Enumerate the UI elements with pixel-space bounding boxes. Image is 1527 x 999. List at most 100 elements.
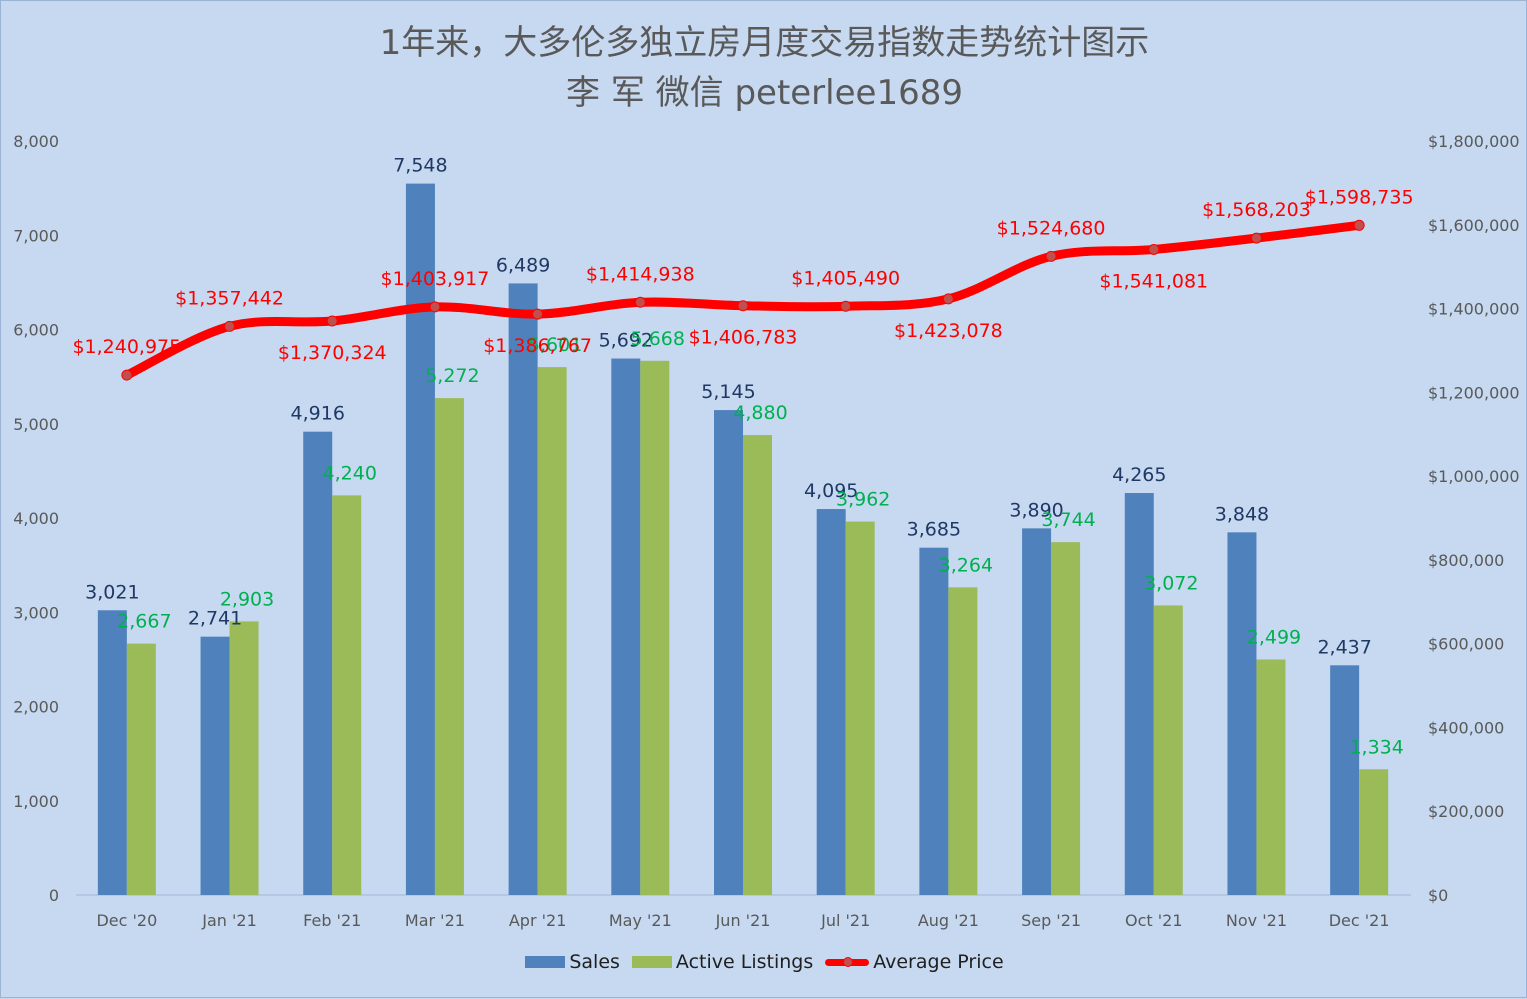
data-label-active-listings: 2,499 bbox=[1247, 626, 1301, 648]
x-tick-label: Dec '20 bbox=[96, 911, 157, 930]
x-tick-label: Oct '21 bbox=[1125, 911, 1183, 930]
data-label-sales: 3,890 bbox=[1009, 499, 1063, 521]
y-right-tick-label: $1,000,000 bbox=[1428, 467, 1520, 486]
bar-active-listings bbox=[434, 398, 464, 895]
bar-active-listings bbox=[948, 587, 978, 895]
y-right-tick-label: $1,400,000 bbox=[1428, 300, 1520, 319]
data-label-sales: 4,265 bbox=[1112, 464, 1166, 486]
y-left-tick-label: 5,000 bbox=[13, 415, 59, 434]
bar-active-listings bbox=[640, 360, 670, 895]
right-axis: $0 $200,000 $400,000 $600,000 $800,000 $1,000… bbox=[1428, 132, 1520, 905]
bar-active-listings bbox=[229, 621, 259, 895]
x-tick-label: Apr '21 bbox=[509, 911, 567, 930]
y-right-tick-label: $1,600,000 bbox=[1428, 216, 1520, 235]
data-label-active-listings: 5,601 bbox=[528, 334, 582, 356]
data-label-average-price: $1,403,917 bbox=[381, 268, 490, 290]
x-tick-label: Feb '21 bbox=[303, 911, 361, 930]
bar-sales bbox=[714, 410, 743, 895]
bar-active-listings bbox=[743, 435, 772, 895]
bar-sales bbox=[816, 509, 846, 895]
data-label-sales: 3,848 bbox=[1215, 503, 1269, 525]
x-tick-label: Aug '21 bbox=[918, 911, 979, 930]
bars bbox=[97, 183, 1389, 896]
bar-sales bbox=[611, 358, 641, 895]
bar-active-listings bbox=[1153, 605, 1183, 895]
point-average-price bbox=[1045, 250, 1057, 262]
legend-label-active-listings: Active Listings bbox=[675, 951, 814, 973]
legend-swatch-active-listings bbox=[631, 956, 672, 968]
y-left-tick-label: 7,000 bbox=[13, 226, 59, 245]
point-average-price bbox=[840, 300, 852, 312]
bar-sales bbox=[97, 610, 127, 895]
data-label-active-listings: 4,240 bbox=[323, 462, 377, 484]
x-tick-label: May '21 bbox=[609, 911, 672, 930]
point-average-price bbox=[429, 301, 441, 313]
data-label-average-price: $1,240,975 bbox=[72, 336, 181, 358]
data-label-average-price: $1,370,324 bbox=[278, 342, 387, 364]
x-tick-label: Jun '21 bbox=[715, 911, 771, 930]
data-label-sales: 5,692 bbox=[599, 330, 653, 352]
data-label-sales: 2,437 bbox=[1317, 636, 1371, 658]
data-label-active-listings: 5,272 bbox=[425, 365, 479, 387]
bar-sales bbox=[508, 283, 538, 895]
data-label-sales: 2,741 bbox=[188, 608, 242, 630]
y-right-tick-label: $200,000 bbox=[1428, 802, 1504, 821]
point-average-price bbox=[1148, 243, 1160, 255]
data-label-sales: 3,685 bbox=[907, 519, 961, 541]
left-axis: 0 1,000 2,000 3,000 4,000 5,000 6,000 7,000 8,00… bbox=[13, 132, 59, 905]
y-left-tick-label: 4,000 bbox=[13, 509, 59, 528]
bar-active-listings bbox=[845, 521, 875, 895]
data-label-average-price: $1,524,680 bbox=[997, 217, 1106, 239]
data-label-sales: 3,021 bbox=[85, 581, 139, 603]
legend-item-sales: Sales bbox=[525, 951, 620, 973]
legend-swatch-sales bbox=[525, 956, 566, 968]
data-label-sales: 5,145 bbox=[701, 381, 755, 403]
legend: Sales Active Listings Average Price bbox=[1, 951, 1527, 973]
legend-item-active-listings: Active Listings bbox=[631, 951, 814, 973]
bar-sales bbox=[1124, 493, 1154, 895]
data-label-average-price: $1,414,938 bbox=[586, 263, 695, 285]
data-label-active-listings: 2,667 bbox=[117, 611, 171, 633]
bar-sales bbox=[405, 183, 435, 895]
bar-active-listings bbox=[1359, 769, 1389, 895]
bar-active-listings bbox=[537, 367, 567, 896]
data-label-active-listings: 3,962 bbox=[836, 489, 890, 511]
data-label-average-price: $1,405,490 bbox=[791, 267, 900, 289]
x-tick-label: Nov '21 bbox=[1226, 911, 1287, 930]
y-left-tick-label: 1,000 bbox=[13, 792, 59, 811]
y-right-tick-label: $1,200,000 bbox=[1428, 383, 1520, 402]
bar-active-listings bbox=[126, 643, 156, 895]
data-label-sales: 4,095 bbox=[804, 480, 858, 502]
legend-label-average-price: Average Price bbox=[873, 951, 1004, 973]
y-right-tick-label: $0 bbox=[1428, 886, 1448, 905]
data-label-sales: 4,916 bbox=[291, 403, 345, 425]
legend-swatch-average-price bbox=[825, 956, 870, 968]
y-left-tick-label: 0 bbox=[49, 886, 59, 905]
point-average-price bbox=[737, 300, 749, 312]
x-axis: Dec '20 Jan '21 Feb '21 Mar '21 Apr '21 May '… bbox=[76, 894, 1411, 930]
point-average-price bbox=[1250, 232, 1262, 244]
data-label-active-listings: 4,880 bbox=[733, 402, 787, 424]
data-label-active-listings: 3,072 bbox=[1144, 572, 1198, 594]
data-label-average-price: $1,406,783 bbox=[689, 327, 798, 349]
bar-sales bbox=[919, 547, 949, 895]
bar-sales bbox=[200, 636, 230, 895]
data-label-average-price: $1,423,078 bbox=[894, 320, 1003, 342]
data-label-average-price: $1,598,735 bbox=[1305, 186, 1414, 208]
data-label-average-price: $1,386,767 bbox=[483, 335, 592, 357]
y-left-tick-label: 2,000 bbox=[13, 698, 59, 717]
x-tick-label: Mar '21 bbox=[405, 911, 465, 930]
point-average-price bbox=[942, 293, 954, 305]
data-label-active-listings: 3,744 bbox=[1041, 509, 1095, 531]
bar-sales bbox=[303, 431, 333, 895]
bar-sales bbox=[1227, 532, 1257, 895]
chart-subtitle: 李 军 微信 peterlee1689 bbox=[566, 73, 963, 113]
legend-item-average-price: Average Price bbox=[825, 951, 1004, 973]
data-label-average-price: $1,357,442 bbox=[175, 287, 284, 309]
y-left-tick-label: 3,000 bbox=[13, 603, 59, 622]
bar-active-listings bbox=[1256, 659, 1286, 895]
data-label-active-listings: 5,668 bbox=[631, 328, 685, 350]
y-right-tick-label: $1,800,000 bbox=[1428, 132, 1520, 151]
x-tick-label: Jul '21 bbox=[820, 911, 870, 930]
legend-label-sales: Sales bbox=[569, 951, 620, 973]
